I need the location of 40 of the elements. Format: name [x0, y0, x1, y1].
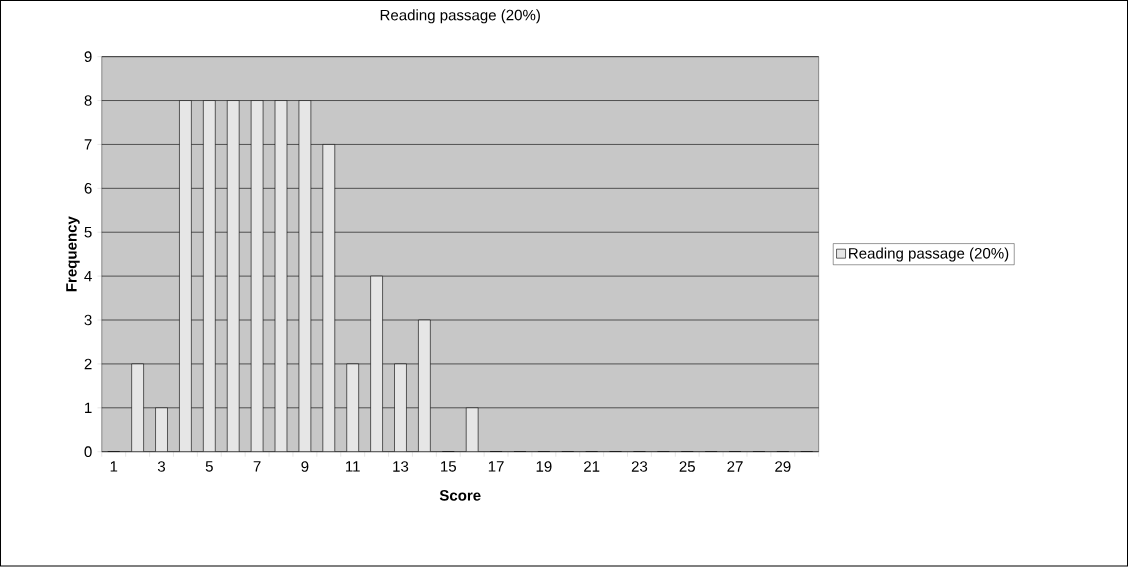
y-tick-label: 9 — [84, 51, 92, 63]
x-tick-label: 23 — [631, 461, 648, 473]
x-tick-label: 9 — [301, 461, 309, 473]
x-tick-label: 25 — [679, 461, 695, 473]
chart-title: Reading passage (20%) — [380, 9, 540, 24]
bar — [465, 407, 479, 452]
y-tick-label: 0 — [84, 446, 92, 458]
bar — [131, 363, 144, 452]
x-tick-label: 1 — [110, 461, 118, 472]
x-tick-label: 21 — [584, 461, 600, 472]
y-tick-label: 3 — [84, 314, 92, 326]
x-tick-label: 29 — [775, 461, 791, 473]
x-tick-label: 3 — [157, 461, 166, 473]
y-tick-label: 4 — [84, 271, 92, 282]
bar — [226, 100, 240, 452]
y-axis-title: Frequency — [66, 216, 80, 292]
x-tick-label: 17 — [488, 461, 504, 472]
bar — [322, 144, 336, 452]
x-tick-label: 15 — [441, 461, 457, 472]
x-tick-label: 7 — [253, 461, 261, 472]
x-tick-label: 19 — [536, 461, 552, 473]
x-tick-label: 11 — [346, 461, 360, 472]
x-axis-title: Score — [439, 490, 481, 501]
bar — [418, 319, 431, 452]
x-tick-label: 5 — [205, 461, 213, 472]
y-tick-label: 1 — [85, 402, 92, 414]
bar — [179, 100, 192, 452]
legend-label: Reading passage (20%) — [849, 247, 1009, 262]
bar — [370, 276, 383, 452]
y-tick-label: 2 — [84, 358, 92, 370]
bar — [394, 363, 407, 452]
bar — [346, 363, 359, 452]
y-tick-label: 5 — [84, 227, 92, 238]
y-tick-label: 8 — [84, 95, 92, 107]
x-tick-label: 13 — [393, 461, 409, 473]
bar — [203, 100, 216, 452]
y-tick-label: 7 — [84, 139, 92, 150]
bar — [155, 407, 168, 452]
y-tick-label: 6 — [84, 183, 92, 194]
x-tick-label: 27 — [727, 461, 743, 472]
